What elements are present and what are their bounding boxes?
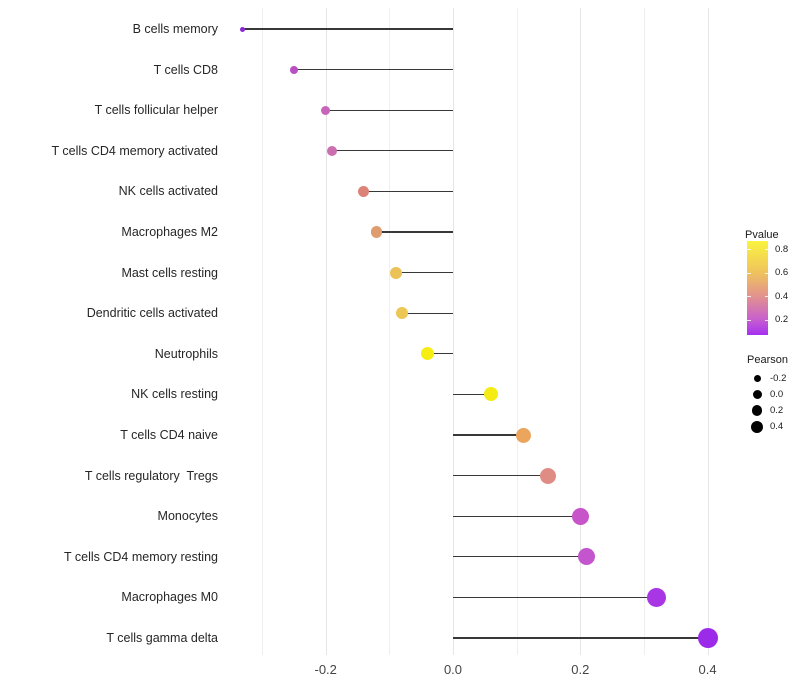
stem-line: [332, 150, 453, 152]
gridline-minor: [389, 8, 391, 655]
data-point-dot: [421, 347, 435, 361]
category-label: B cells memory: [132, 22, 218, 36]
pearson-legend-dot: [750, 420, 764, 434]
pearson-legend-dot: [753, 374, 761, 382]
category-label: Neutrophils: [154, 346, 218, 361]
stem-line: [376, 231, 453, 233]
data-point-dot: [484, 387, 499, 402]
pvalue-legend-title: Pvalue: [745, 229, 779, 241]
pearson-legend-label: 0.2: [770, 405, 784, 417]
category-label: T cells follicular helper: [94, 103, 218, 118]
stem-line: [453, 393, 492, 396]
data-point-dot: [571, 507, 589, 525]
stem-line: [325, 109, 453, 111]
pearson-legend-dot: [751, 405, 763, 416]
data-point-dot: [647, 587, 667, 607]
gridline-major: [453, 8, 454, 655]
pearson-legend-dot: [752, 389, 762, 399]
stem-line: [402, 312, 453, 314]
category-label: NK cells resting: [131, 387, 218, 402]
x-tick-label: 0.4: [698, 662, 717, 677]
category-label: T cells CD4 memory resting: [64, 549, 218, 564]
gridline-minor: [643, 8, 645, 655]
category-label: T cells CD4 naive: [120, 428, 218, 442]
pvalue-tickmark: [747, 249, 751, 251]
data-point-dot: [289, 65, 298, 74]
pvalue-tick-label: 0.8: [775, 243, 789, 255]
x-tick-label: -0.2: [314, 662, 337, 677]
data-point-dot: [697, 628, 718, 648]
x-tick-label: 0.0: [443, 662, 463, 677]
category-label: T cells regulatory Tregs: [84, 468, 218, 483]
pearson-legend-label: 0.4: [770, 421, 784, 433]
stem-line: [453, 596, 657, 599]
stem-line: [453, 637, 708, 639]
data-point-dot: [358, 185, 370, 197]
data-point-dot: [240, 26, 246, 32]
pearson-legend: Pearson -0.2 0.0 0.2 0.4: [747, 354, 800, 444]
gridline-minor: [516, 8, 518, 655]
data-point-dot: [321, 105, 331, 115]
data-point-dot: [540, 467, 557, 484]
data-point-dot: [327, 145, 338, 156]
data-point-dot: [395, 306, 409, 320]
pearson-legend-title: Pearson: [747, 354, 788, 366]
pvalue-tickmark: [764, 249, 768, 251]
stem-line: [427, 353, 453, 355]
category-label: Monocytes: [157, 509, 218, 524]
pvalue-tickmark: [764, 272, 768, 274]
data-point-dot: [515, 427, 531, 443]
stem-line: [293, 68, 453, 71]
pvalue-tickmark: [747, 319, 751, 321]
pearson-legend-label: 0.0: [770, 388, 784, 400]
pvalue-tickmark: [747, 296, 751, 298]
stem-line: [453, 515, 581, 517]
pearson-legend-label: -0.2: [770, 372, 787, 384]
stem-line: [453, 556, 587, 558]
pvalue-tick-label: 0.6: [775, 267, 789, 279]
category-label: NK cells activated: [118, 184, 218, 199]
stem-line: [395, 271, 453, 274]
gridline-major: [325, 8, 327, 655]
data-point-dot: [370, 226, 383, 238]
gridline-minor: [262, 8, 264, 655]
category-label: Dendritic cells activated: [86, 306, 218, 321]
data-point-dot: [389, 266, 402, 279]
category-label: T cells CD4 memory activated: [51, 143, 219, 158]
stem-line: [363, 190, 453, 193]
pvalue-tickmark: [747, 272, 751, 274]
stem-line: [453, 434, 523, 436]
category-label: Mast cells resting: [121, 265, 218, 280]
category-label: Macrophages M0: [121, 590, 218, 605]
category-label: T cells CD8: [153, 62, 218, 77]
pvalue-tick-label: 0.2: [775, 314, 789, 326]
stem-line: [453, 474, 549, 477]
pvalue-tickmark: [764, 319, 768, 321]
stem-line: [242, 28, 453, 30]
category-label: Macrophages M2: [121, 225, 218, 239]
gridline-major: [707, 8, 709, 655]
category-label: T cells gamma delta: [106, 631, 218, 645]
pvalue-colorbar: [747, 241, 768, 335]
pvalue-legend: Pvalue 0.8 0.6 0.4 0.2: [745, 229, 800, 341]
data-point-dot: [578, 548, 596, 566]
gridline-major: [580, 8, 582, 655]
pvalue-tickmark: [764, 296, 768, 298]
pvalue-tick-label: 0.4: [775, 290, 789, 302]
x-tick-label: 0.2: [571, 662, 590, 677]
